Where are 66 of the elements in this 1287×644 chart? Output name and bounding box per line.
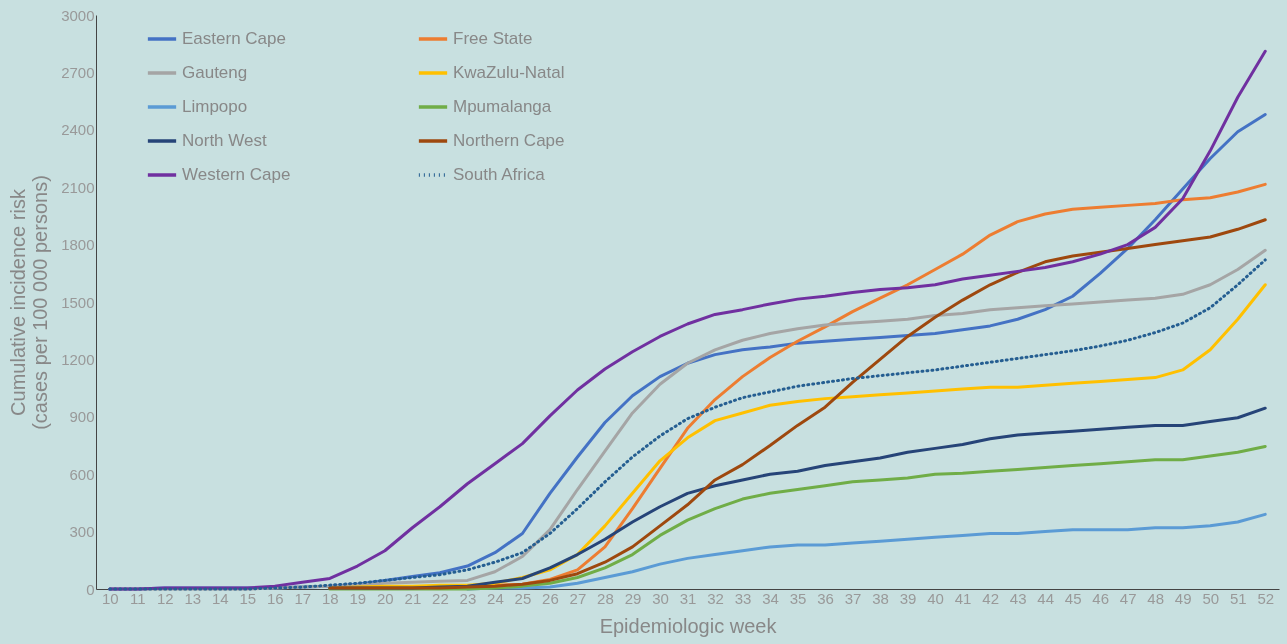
x-tick-label: 29 [624, 589, 642, 607]
x-tick-label: 28 [597, 589, 614, 607]
x-tick-label: 26 [542, 589, 559, 607]
x-tick-label: 32 [707, 589, 724, 607]
x-tick-label: 12 [156, 589, 174, 607]
x-tick-label: 49 [1174, 589, 1192, 607]
y-tick-label: 1800 [61, 236, 95, 254]
x-tick-label: 15 [239, 589, 257, 607]
y-tick-label: 2400 [61, 121, 95, 139]
x-tick-label: 37 [844, 589, 862, 607]
legend-label: Limpopo [182, 97, 248, 116]
x-tick-label: 47 [1119, 589, 1137, 607]
x-tick-label: 18 [322, 589, 339, 607]
x-tick-label: 21 [404, 589, 422, 607]
x-tick-label: 14 [211, 589, 229, 607]
x-tick-label: 51 [1229, 589, 1247, 607]
x-tick-label: 20 [377, 589, 394, 607]
legend-label: Eastern Cape [182, 29, 286, 48]
x-tick-label: 11 [129, 589, 146, 607]
x-tick-label: 23 [459, 589, 477, 607]
x-tick-label: 34 [762, 589, 779, 607]
x-tick-label: 25 [514, 589, 532, 607]
x-tick-label: 44 [1037, 589, 1054, 607]
legend-label: Gauteng [182, 63, 248, 82]
y-tick-label: 0 [86, 580, 95, 598]
y-tick-label: 3000 [61, 6, 95, 24]
x-tick-label: 40 [927, 589, 944, 607]
y-axis-title: Cumulative incidence risk (cases per 100 000 persons) [7, 175, 52, 430]
legend-label: KwaZulu-Natal [453, 63, 565, 82]
x-tick-label: 16 [266, 589, 284, 607]
legend-label: Western Cape [182, 165, 291, 184]
x-tick-label: 42 [982, 589, 999, 607]
x-tick-label: 27 [569, 589, 587, 607]
y-tick-label: 900 [69, 408, 95, 426]
x-tick-label: 36 [817, 589, 834, 607]
y-tick-label: 2100 [61, 178, 95, 196]
x-tick-label: 10 [101, 589, 119, 607]
x-tick-label: 13 [184, 589, 202, 607]
x-tick-label: 43 [1009, 589, 1027, 607]
x-tick-label: 22 [432, 589, 449, 607]
x-tick-label: 52 [1257, 589, 1275, 607]
legend-label: South Africa [453, 165, 546, 184]
x-tick-label: 45 [1064, 589, 1082, 607]
y-tick-label: 600 [69, 465, 95, 483]
x-tick-label: 33 [734, 589, 752, 607]
x-tick-label: 38 [872, 589, 889, 607]
x-tick-label: 31 [679, 589, 697, 607]
x-axis-title: Epidemiologic week [599, 614, 778, 637]
x-tick-label: 17 [294, 589, 312, 607]
x-tick-label: 19 [349, 589, 367, 607]
x-tick-label: 50 [1202, 589, 1220, 607]
x-tick-label: 48 [1147, 589, 1165, 607]
x-tick-label: 41 [954, 589, 972, 607]
y-tick-label: 1500 [61, 293, 95, 311]
legend-label: Northern Cape [453, 131, 565, 150]
x-tick-label: 46 [1092, 589, 1110, 607]
x-tick-label: 30 [652, 589, 669, 607]
x-tick-label: 39 [899, 589, 917, 607]
x-tick-label: 24 [487, 589, 504, 607]
x-tick-label: 35 [789, 589, 807, 607]
legend-label: North West [182, 131, 267, 150]
legend-label: Free State [453, 29, 533, 48]
y-tick-label: 2700 [61, 63, 95, 81]
y-tick-label: 1200 [61, 350, 95, 368]
legend-label: Mpumalanga [453, 97, 552, 116]
y-tick-label: 300 [69, 523, 95, 541]
